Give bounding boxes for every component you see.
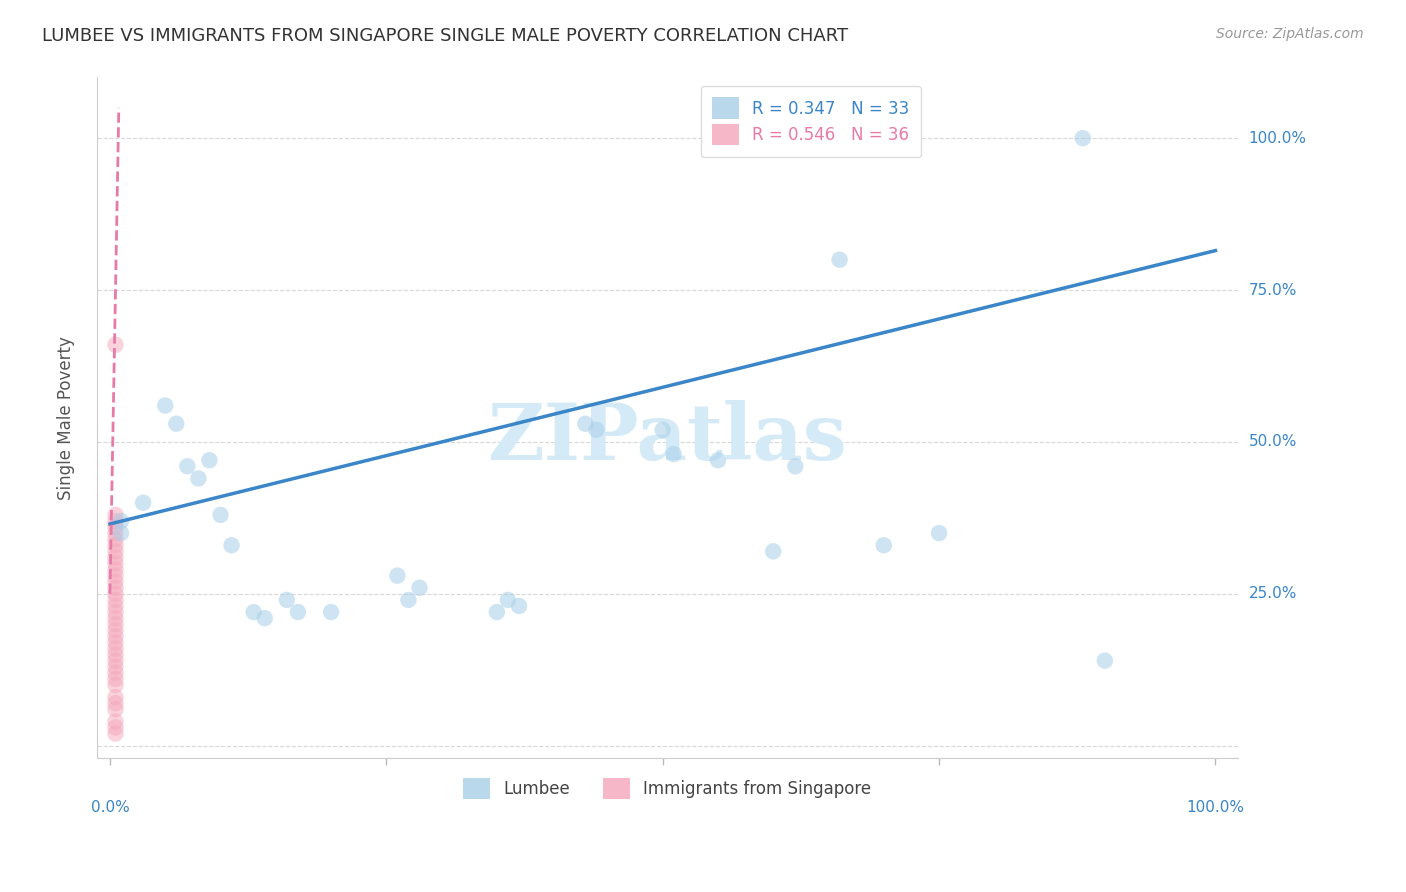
Text: 75.0%: 75.0% (1249, 283, 1296, 298)
Legend: Lumbee, Immigrants from Singapore: Lumbee, Immigrants from Singapore (451, 766, 883, 811)
Point (276, 593, 298, 607)
Point (398, 593, 420, 607)
Point (651, 423, 673, 437)
Text: Source: ZipAtlas.com: Source: ZipAtlas.com (1216, 27, 1364, 41)
Point (104, 611, 127, 625)
Point (707, 453, 730, 467)
Point (104, 721, 127, 735)
Point (104, 532, 127, 546)
Point (104, 696, 127, 710)
Point (198, 453, 221, 467)
Point (242, 605, 264, 619)
Point (104, 581, 127, 595)
Point (785, 459, 807, 474)
Point (104, 508, 127, 522)
Point (104, 599, 127, 613)
Point (104, 617, 127, 632)
Text: 100.0%: 100.0% (1187, 799, 1244, 814)
Point (104, 338, 127, 352)
Point (104, 574, 127, 589)
Point (221, 538, 243, 552)
Point (104, 550, 127, 565)
Point (104, 526, 127, 541)
Point (585, 423, 607, 437)
Point (165, 417, 187, 431)
Point (104, 714, 127, 729)
Point (104, 659, 127, 673)
Text: 50.0%: 50.0% (1249, 434, 1296, 450)
Point (155, 399, 177, 413)
Point (873, 538, 896, 552)
Point (209, 508, 232, 522)
Point (662, 447, 685, 461)
Point (110, 514, 132, 528)
Point (104, 520, 127, 534)
Point (104, 557, 127, 571)
Y-axis label: Single Male Poverty: Single Male Poverty (58, 335, 75, 500)
Point (104, 654, 127, 668)
Point (104, 568, 127, 582)
Point (104, 544, 127, 558)
Point (508, 599, 530, 613)
Point (104, 726, 127, 740)
Point (574, 417, 596, 431)
Point (104, 538, 127, 552)
Text: LUMBEE VS IMMIGRANTS FROM SINGAPORE SINGLE MALE POVERTY CORRELATION CHART: LUMBEE VS IMMIGRANTS FROM SINGAPORE SING… (42, 27, 848, 45)
Point (104, 563, 127, 577)
Point (110, 526, 132, 541)
Point (828, 252, 851, 267)
Point (104, 702, 127, 716)
Point (485, 605, 508, 619)
Point (132, 496, 155, 510)
Point (1071, 131, 1094, 145)
Point (187, 471, 209, 485)
Point (104, 605, 127, 619)
Point (928, 526, 950, 541)
Point (253, 611, 276, 625)
Point (104, 635, 127, 649)
Text: 100.0%: 100.0% (1249, 131, 1306, 145)
Point (104, 678, 127, 692)
Point (408, 581, 430, 595)
Point (104, 624, 127, 638)
Point (104, 629, 127, 643)
Point (104, 690, 127, 705)
Point (287, 605, 309, 619)
Point (1094, 654, 1116, 668)
Point (104, 648, 127, 662)
Point (104, 672, 127, 686)
Text: ZIPatlas: ZIPatlas (488, 401, 846, 476)
Point (319, 605, 342, 619)
Point (104, 514, 127, 528)
Point (104, 593, 127, 607)
Point (496, 593, 519, 607)
Point (104, 641, 127, 656)
Point (762, 544, 785, 558)
Text: 0.0%: 0.0% (90, 799, 129, 814)
Point (104, 665, 127, 680)
Point (104, 587, 127, 601)
Point (387, 568, 409, 582)
Text: 25.0%: 25.0% (1249, 586, 1296, 601)
Point (176, 459, 198, 474)
